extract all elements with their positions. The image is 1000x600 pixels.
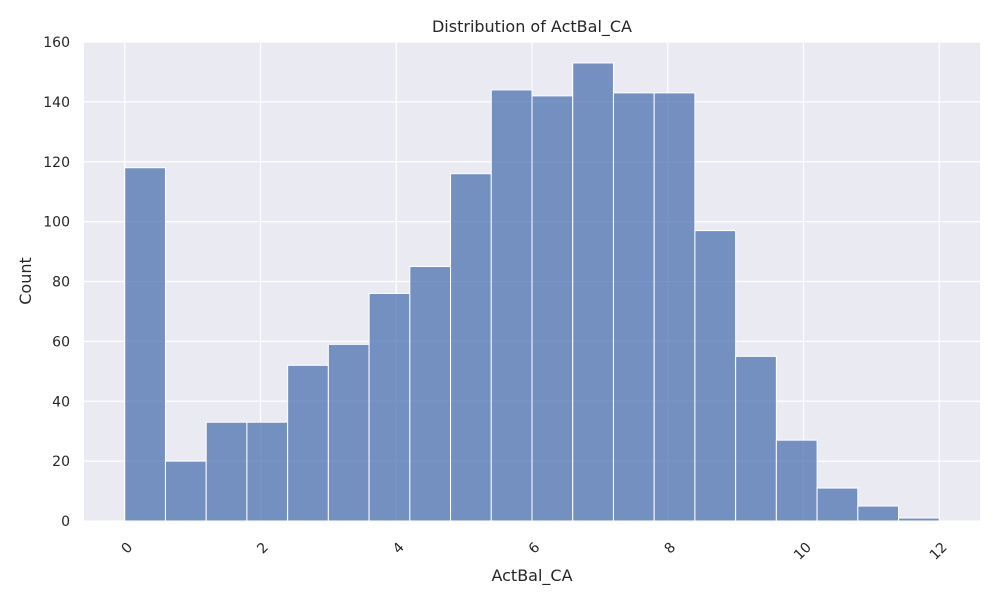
y-tick-label: 80: [52, 275, 70, 291]
histogram-bar: [816, 487, 859, 522]
histogram-bar: [735, 355, 777, 522]
y-tick-label: 40: [52, 394, 70, 410]
chart-title: Distribution of ActBal_CA: [432, 17, 632, 37]
histogram-bar: [124, 167, 166, 522]
x-tick-label: 8: [662, 540, 680, 558]
x-tick-label: 6: [526, 539, 544, 557]
y-tick-label: 140: [43, 95, 70, 111]
x-tick-label: 0: [118, 540, 136, 558]
x-tick-labels: 0 2 4 6 8 10 12: [118, 539, 950, 563]
histogram-bar: [409, 266, 452, 522]
y-tick-labels: 0 20 40 60 80 100 120 140 160: [43, 35, 70, 530]
histogram-bar: [898, 517, 940, 522]
histogram-bar: [857, 505, 900, 522]
histogram-bar: [287, 364, 329, 522]
y-axis-label: Count: [16, 257, 35, 305]
x-tick-label: 4: [390, 539, 408, 557]
histogram-bar: [327, 343, 370, 522]
histogram-bar: [694, 230, 737, 522]
x-tick-label: 10: [791, 540, 815, 564]
histogram-bar: [164, 460, 207, 522]
y-tick-label: 20: [52, 454, 70, 470]
y-tick-label: 0: [61, 514, 70, 530]
histogram-bar: [368, 292, 411, 522]
histogram-bar: [531, 95, 574, 522]
y-tick-label: 120: [43, 155, 70, 171]
histogram-bar: [572, 62, 614, 522]
y-tick-label: 60: [52, 334, 70, 350]
histogram-bar: [653, 92, 696, 522]
histogram-bar: [490, 89, 533, 522]
y-tick-label: 100: [43, 215, 70, 231]
bars: [124, 62, 940, 522]
histogram-bar: [612, 92, 655, 522]
histogram-bar: [205, 421, 248, 522]
histogram-bar: [246, 421, 289, 522]
x-axis-label: ActBal_CA: [491, 566, 572, 586]
histogram-bar: [450, 173, 492, 522]
x-tick-label: 12: [927, 540, 951, 564]
histogram-bar: [775, 439, 818, 522]
x-tick-label: 2: [254, 540, 272, 558]
y-tick-label: 160: [43, 35, 70, 51]
